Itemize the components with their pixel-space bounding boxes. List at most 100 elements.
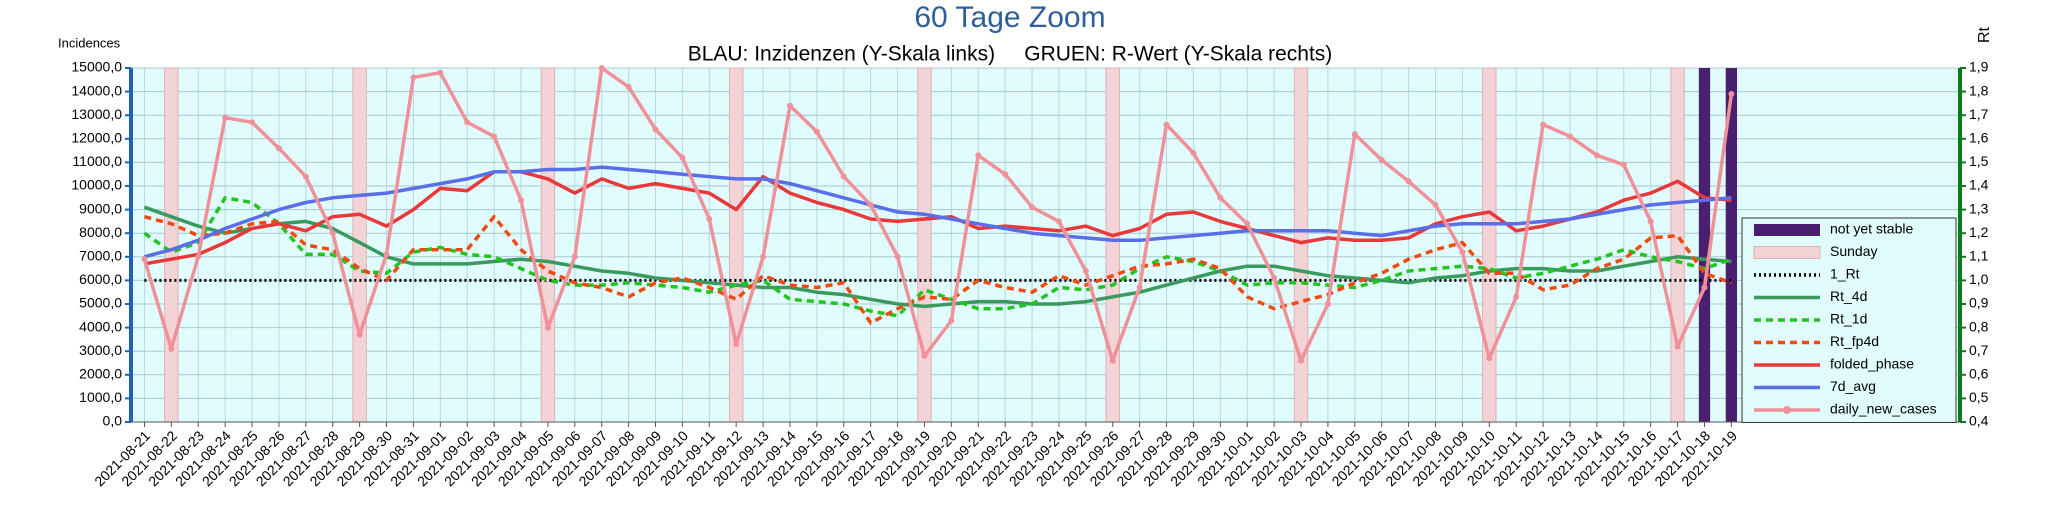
point (652, 126, 659, 133)
y2-tick-label: 1,2 (1969, 224, 1989, 240)
y2-tick-label: 1,1 (1969, 248, 1989, 264)
legend-swatch (1753, 246, 1821, 259)
point (1405, 178, 1412, 185)
y-tick-label: 15000,0 (71, 59, 122, 75)
y2-tick-label: 1,7 (1969, 106, 1989, 122)
bar (1725, 68, 1738, 422)
chart-subtitle: BLAU: Inzidenzen (Y-Skala links) GRUEN: … (688, 43, 1333, 66)
bar (917, 67, 932, 423)
bar (1482, 67, 1497, 423)
y2-tick-label: 1,0 (1969, 271, 1989, 287)
point (1378, 157, 1385, 164)
point (1674, 343, 1681, 350)
y2-tick-label: 0,7 (1969, 342, 1989, 358)
point (275, 145, 282, 152)
bar (1698, 68, 1711, 422)
bar (1293, 67, 1309, 423)
legend-label: 7d_avg (1830, 378, 1876, 394)
legend-label: daily_new_cases (1830, 401, 1937, 417)
point (356, 331, 363, 338)
y-tick-label: 2000,0 (79, 366, 122, 382)
bar (1670, 67, 1685, 423)
y-tick-label: 9000,0 (79, 200, 122, 216)
y2-tick-label: 0,8 (1969, 318, 1989, 334)
point (1513, 293, 1520, 300)
point (1432, 201, 1439, 208)
y-tick-label: 0,0 (103, 413, 123, 429)
y-tick-label: 5000,0 (79, 295, 122, 311)
point (249, 119, 256, 126)
y-tick-label: 12000,0 (71, 130, 122, 146)
point (1217, 194, 1224, 201)
chart-title: 60 Tage Zoom (914, 1, 1105, 34)
legend-label: Sunday (1830, 243, 1877, 259)
y2-tick-label: 1,4 (1969, 177, 1989, 193)
point (1055, 218, 1062, 225)
point (948, 317, 955, 324)
bar (540, 67, 556, 423)
y-axis-label: Incidences (58, 35, 121, 50)
point (1620, 161, 1627, 168)
bar (728, 67, 744, 423)
y2-tick-label: 0,5 (1969, 389, 1989, 405)
point (168, 345, 175, 352)
point (1540, 121, 1547, 128)
line-7d-avg (143, 165, 1732, 259)
point (625, 83, 632, 90)
legend-label: 1_Rt (1830, 266, 1860, 282)
legend-label: Rt_fp4d (1830, 333, 1879, 349)
y2-axis-label: Rt (1976, 26, 1993, 43)
point (598, 65, 605, 71)
y2-tick-label: 1,9 (1969, 59, 1989, 75)
point (921, 352, 928, 359)
point (975, 152, 982, 159)
point (1566, 133, 1573, 140)
y-tick-label: 6000,0 (79, 271, 122, 287)
y-tick-label: 8000,0 (79, 224, 122, 240)
point (141, 256, 148, 263)
point (410, 74, 417, 81)
legend-label: folded_phase (1830, 356, 1914, 372)
y2-tick-label: 1,3 (1969, 200, 1989, 216)
y-tick-label: 4000,0 (79, 318, 122, 334)
point (760, 253, 767, 260)
point (1486, 355, 1493, 362)
point (1324, 301, 1331, 307)
point (329, 230, 336, 237)
bar (164, 67, 179, 423)
point (867, 201, 874, 208)
legend-label: Rt_4d (1830, 288, 1867, 304)
point (518, 197, 525, 204)
legend-swatch (1754, 224, 1820, 236)
y-tick-label: 11000,0 (72, 153, 122, 169)
line-daily-new-cases (142, 66, 1734, 363)
point (894, 253, 901, 260)
point (222, 114, 229, 121)
y-tick-label: 10000,0 (71, 177, 122, 193)
point (1244, 220, 1251, 227)
point (464, 119, 471, 126)
point (491, 133, 498, 140)
legend-label: Rt_1d (1830, 311, 1867, 327)
point (1002, 171, 1009, 178)
y2-tick-label: 0,4 (1969, 413, 1989, 429)
y-tick-label: 7000,0 (79, 248, 122, 264)
y2-tick-label: 1,6 (1969, 130, 1989, 146)
point (1728, 90, 1735, 97)
point (1593, 152, 1600, 159)
point (1109, 357, 1116, 364)
y-tick-label: 14000,0 (71, 82, 122, 98)
legend-marker (1783, 406, 1791, 414)
point (1351, 131, 1358, 138)
point (706, 216, 713, 223)
y-tick-label: 13000,0 (71, 106, 122, 122)
legend-label: not yet stable (1830, 221, 1913, 237)
point (1271, 275, 1278, 282)
point (1459, 249, 1466, 256)
point (1163, 121, 1170, 128)
point (571, 253, 578, 260)
point (544, 324, 551, 331)
point (1082, 267, 1089, 274)
bar (1105, 67, 1120, 423)
